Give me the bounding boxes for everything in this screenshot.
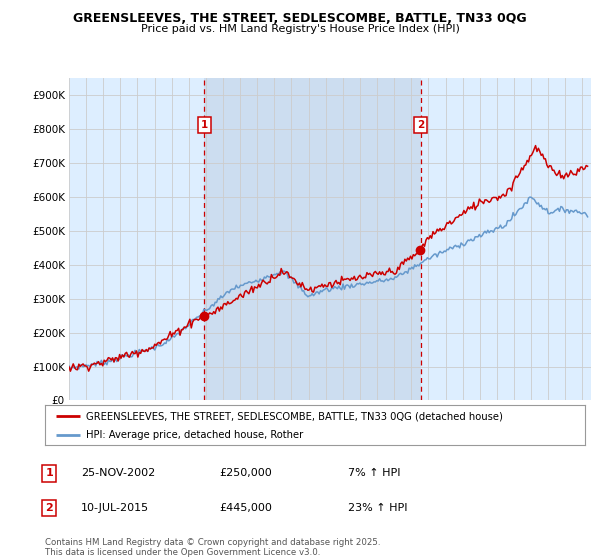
- Text: 2: 2: [46, 503, 53, 513]
- Text: 10-JUL-2015: 10-JUL-2015: [81, 503, 149, 513]
- Text: Contains HM Land Registry data © Crown copyright and database right 2025.
This d: Contains HM Land Registry data © Crown c…: [45, 538, 380, 557]
- Text: Price paid vs. HM Land Registry's House Price Index (HPI): Price paid vs. HM Land Registry's House …: [140, 24, 460, 34]
- Text: GREENSLEEVES, THE STREET, SEDLESCOMBE, BATTLE, TN33 0QG (detached house): GREENSLEEVES, THE STREET, SEDLESCOMBE, B…: [86, 411, 502, 421]
- Text: 25-NOV-2002: 25-NOV-2002: [81, 468, 155, 478]
- Text: 1: 1: [200, 120, 208, 130]
- Text: £445,000: £445,000: [219, 503, 272, 513]
- Bar: [204, 78, 421, 400]
- Text: 2: 2: [417, 120, 424, 130]
- Text: GREENSLEEVES, THE STREET, SEDLESCOMBE, BATTLE, TN33 0QG: GREENSLEEVES, THE STREET, SEDLESCOMBE, B…: [73, 12, 527, 25]
- Text: HPI: Average price, detached house, Rother: HPI: Average price, detached house, Roth…: [86, 430, 303, 440]
- Text: 1: 1: [46, 468, 53, 478]
- Text: £250,000: £250,000: [219, 468, 272, 478]
- Text: 23% ↑ HPI: 23% ↑ HPI: [348, 503, 407, 513]
- Text: 7% ↑ HPI: 7% ↑ HPI: [348, 468, 401, 478]
